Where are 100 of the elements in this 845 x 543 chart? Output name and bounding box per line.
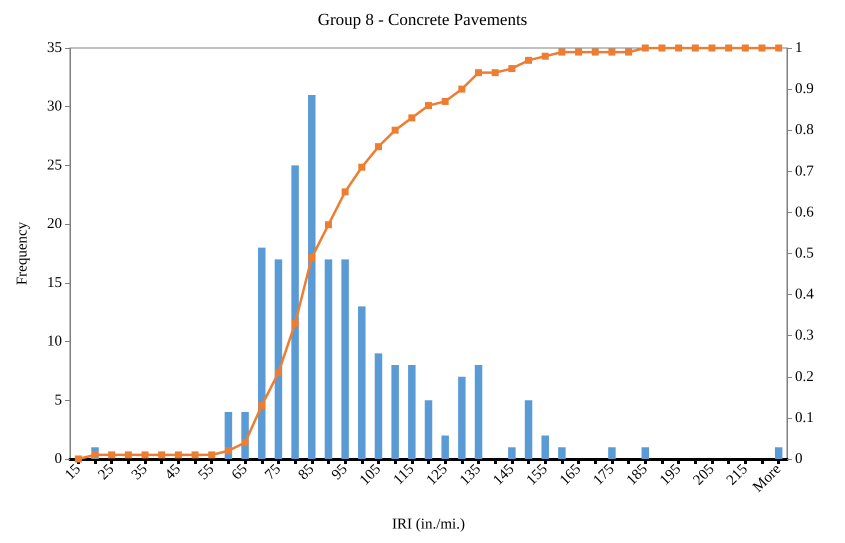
y2-tick-label: 0.4 xyxy=(795,286,814,303)
point xyxy=(292,320,299,327)
point xyxy=(274,369,282,376)
point xyxy=(308,254,316,262)
x-tick-label: 205 xyxy=(690,461,718,489)
bar xyxy=(508,447,516,459)
bar xyxy=(524,400,532,459)
bar xyxy=(458,376,466,459)
point xyxy=(608,48,616,56)
y-tick-label: 10 xyxy=(47,334,62,350)
x-tick-label: 145 xyxy=(490,461,518,489)
bar xyxy=(541,436,549,459)
point xyxy=(742,44,749,52)
bar xyxy=(291,165,299,459)
bar xyxy=(424,400,432,459)
bar xyxy=(358,306,366,459)
y2-tick-label: 0.8 xyxy=(795,122,814,138)
y2-tick-label: 0.5 xyxy=(795,246,814,262)
x-tick-label: 135 xyxy=(456,461,484,489)
x-tick-label: 45 xyxy=(162,461,184,484)
point xyxy=(725,44,732,52)
x-tick-label: 55 xyxy=(195,461,218,484)
bar xyxy=(324,259,332,459)
point xyxy=(425,102,432,110)
y2-tick-label: 0.1 xyxy=(795,410,814,426)
bar xyxy=(642,447,650,459)
point xyxy=(692,44,699,52)
bar xyxy=(474,365,482,459)
y2-tick-label: 0.7 xyxy=(795,163,814,180)
y-tick-label: 15 xyxy=(47,274,62,291)
point xyxy=(592,48,599,56)
point xyxy=(158,451,166,458)
bar xyxy=(308,94,316,459)
x-tick-label: 155 xyxy=(524,461,551,489)
point xyxy=(124,451,132,458)
point xyxy=(174,451,182,458)
x-tick-label: 185 xyxy=(624,461,651,489)
bar xyxy=(374,353,382,459)
x-tick-label: 35 xyxy=(128,461,151,484)
y2-tick-label: 0.3 xyxy=(795,328,814,344)
x-tick-label: 65 xyxy=(228,461,251,484)
point xyxy=(342,188,349,196)
x-tick-label: 215 xyxy=(724,461,751,489)
point xyxy=(458,86,466,93)
x-tick-label: 105 xyxy=(356,461,384,489)
point xyxy=(775,44,782,52)
point xyxy=(442,98,449,105)
x-tick-label: 25 xyxy=(95,461,118,484)
x-tick-label: 165 xyxy=(557,461,584,489)
y2-tick-label: 0.6 xyxy=(795,204,814,220)
point xyxy=(324,221,332,228)
y-tick-label: 0 xyxy=(54,451,62,467)
point xyxy=(108,451,116,458)
point xyxy=(358,164,366,171)
point xyxy=(258,402,266,410)
y2-tick-label: 0.2 xyxy=(795,368,814,385)
bar xyxy=(558,447,566,459)
point xyxy=(208,451,216,458)
x-tick-label: 115 xyxy=(390,461,418,488)
y2-tick-label: 1 xyxy=(795,40,802,56)
point xyxy=(74,456,82,462)
y2-tick-label: 0.9 xyxy=(795,81,814,98)
y-tick-label: 5 xyxy=(54,392,62,408)
x-tick-label: 175 xyxy=(590,461,618,489)
x-axis-title: IRI (in./mi.) xyxy=(392,516,465,532)
point xyxy=(758,44,766,52)
point xyxy=(192,451,199,458)
point xyxy=(658,44,666,52)
y-axis-title: Frequency xyxy=(14,221,30,286)
y2-tick-label: 0 xyxy=(795,451,802,467)
bar xyxy=(258,248,266,459)
bar xyxy=(441,436,449,459)
bar xyxy=(274,259,282,459)
point xyxy=(408,114,416,122)
x-tick-label: 85 xyxy=(296,461,318,484)
y-tick-label: 30 xyxy=(47,98,62,115)
point xyxy=(242,439,249,446)
point xyxy=(675,44,682,52)
x-tick-label: 195 xyxy=(657,461,684,489)
point xyxy=(625,48,632,56)
y-tick-label: 20 xyxy=(47,216,62,232)
x-tick-label: 75 xyxy=(262,461,284,484)
bar xyxy=(408,365,416,459)
chart-title: Group 8 - Concrete Pavements xyxy=(318,10,528,29)
bar xyxy=(774,447,782,459)
x-tick-label: 125 xyxy=(424,461,451,489)
y-tick-label: 35 xyxy=(47,40,62,56)
bar xyxy=(341,259,349,459)
point xyxy=(224,447,232,454)
point xyxy=(575,48,582,56)
point xyxy=(642,44,649,52)
point xyxy=(142,451,149,458)
point xyxy=(542,52,549,60)
x-tick-label: 95 xyxy=(328,461,351,484)
point xyxy=(525,56,532,64)
point xyxy=(492,69,499,76)
point xyxy=(392,126,399,134)
point xyxy=(374,143,382,150)
bar xyxy=(608,447,616,459)
point xyxy=(475,69,482,76)
